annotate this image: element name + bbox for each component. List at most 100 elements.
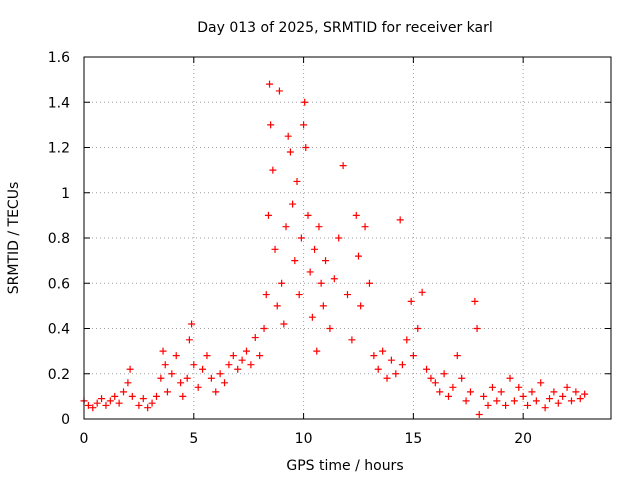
data-point [532,397,540,405]
data-point [124,379,132,387]
data-point [506,374,514,382]
data-point [409,352,417,360]
data-point [212,388,220,396]
data-point [207,374,215,382]
data-point [567,397,575,405]
data-point [519,392,527,400]
data-point [315,223,323,231]
data-point [106,397,114,405]
y-tick-labels: 0 0.2 0.4 0.6 0.8 1 1.2 1.4 1.6 [48,50,70,428]
data-point [128,392,136,400]
data-point [159,347,167,355]
data-point [111,392,119,400]
data-point [293,177,301,185]
data-point [284,132,292,140]
data-point [199,365,207,373]
data-point [357,302,365,310]
x-tick-labels: 0 5 10 15 20 [80,431,533,447]
data-point [172,352,180,360]
data-point [436,388,444,396]
data-point [267,121,275,129]
data-point [266,80,274,88]
data-point [280,320,288,328]
data-point [497,388,505,396]
data-point [308,313,316,321]
data-point [273,302,281,310]
data-point [238,356,246,364]
data-point [348,336,356,344]
y-axis-label: SRMTID / TECUs [6,182,22,295]
data-point [493,397,501,405]
data-point [524,401,532,409]
data-point [148,399,156,407]
data-point [361,223,369,231]
data-point [484,401,492,409]
data-point [319,302,327,310]
data-point [188,320,196,328]
data-point [234,365,242,373]
data-point [98,395,106,403]
data-point [330,275,338,283]
data-point [301,98,309,106]
data-point [300,121,308,129]
data-point [126,365,134,373]
data-point [311,245,319,253]
data-point [264,211,272,219]
data-point [102,401,110,409]
data-point [260,325,268,332]
data-point [541,404,549,412]
data-point [563,383,571,391]
data-point [262,291,270,299]
data-point [242,347,250,355]
data-point [502,401,510,409]
data-point [183,374,191,382]
data-point [554,399,562,407]
data-point [269,166,277,174]
y-tick-label: 0.2 [48,367,70,383]
data-point [306,268,314,276]
data-point [374,365,382,373]
data-point [488,383,496,391]
data-point [291,257,299,265]
data-point [392,370,400,378]
data-point [144,404,152,412]
data-point [177,379,185,387]
data-point [546,395,554,403]
data-point [278,279,286,287]
x-tick-label: 5 [189,431,198,447]
data-point [322,257,330,265]
data-point [229,352,237,360]
y-tick-label: 1.4 [48,95,70,111]
data-point [423,365,431,373]
data-point [289,200,297,208]
data-point [407,297,415,305]
data-point [344,291,351,299]
data-point [352,211,360,219]
data-point [317,279,325,287]
data-point [354,252,362,260]
data-point [225,361,233,369]
y-tick-label: 0 [61,412,70,428]
data-point [335,234,343,242]
data-point [163,388,171,396]
data-point [431,379,439,387]
data-point [185,336,193,344]
data-point [179,392,187,400]
data-point [152,392,160,400]
data-point [572,388,580,396]
data-point [135,401,143,409]
data-point [282,223,290,231]
data-point [190,361,198,369]
x-tick-label: 20 [514,431,532,447]
data-point [297,234,305,242]
data-point [313,347,321,355]
data-point [550,388,558,396]
data-point [275,87,283,95]
data-point [168,370,176,378]
data-point [576,395,584,403]
data-point [510,397,518,405]
data-point [449,383,457,391]
data-point [445,392,453,400]
data-point [115,399,123,407]
